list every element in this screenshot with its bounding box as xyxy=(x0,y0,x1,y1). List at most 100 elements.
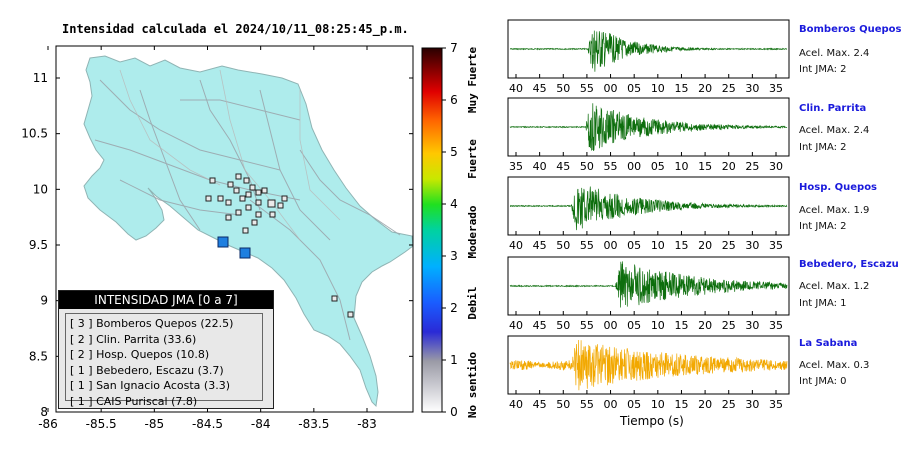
seismogram-tick-label: 35 xyxy=(769,82,783,95)
seismogram-tick-label: 15 xyxy=(674,319,688,332)
seismogram-tick-label: 55 xyxy=(580,398,594,411)
station-name: La Sabana xyxy=(799,338,858,349)
legend-item: [ 3 ] Bomberos Quepos (22.5) xyxy=(70,317,234,330)
station-marker-bomberos-quepos xyxy=(217,236,229,248)
map-y-tick-label: 8 xyxy=(40,405,48,419)
station-name: Bomberos Quepos xyxy=(799,24,902,35)
map-title: Intensidad calculada el 2024/10/11_08:25… xyxy=(62,22,409,36)
map-x-tick-label: -84.5 xyxy=(192,417,223,431)
legend-item: [ 1 ] Bebedero, Escazu (3.7) xyxy=(70,363,224,377)
seismogram-tick-label: 00 xyxy=(604,398,618,411)
seismogram-tick-label: 40 xyxy=(509,319,523,332)
station-acel: Acel. Max. 2.4 xyxy=(799,125,870,136)
seismogram-tick-label: 30 xyxy=(745,82,759,95)
colorbar-tick-label: 0 xyxy=(450,405,458,419)
seismogram-tick-label: 05 xyxy=(627,319,641,332)
map-frame xyxy=(55,45,414,413)
station-int: Int JMA: 2 xyxy=(799,142,847,153)
seismogram-panel: 40 45 50 55 00 05 10 15 20 25 30 35 xyxy=(507,19,790,95)
colorbar-labels: No sentido Debil Moderado Fuerte Muy Fuerte xyxy=(466,47,479,419)
colorbar-tick-label: 7 xyxy=(450,41,458,55)
seismogram-tick-label: 20 xyxy=(698,319,712,332)
seismogram-trace xyxy=(509,103,788,152)
seismogram-tick-label: 10 xyxy=(651,82,665,95)
station-int: Int JMA: 2 xyxy=(799,221,847,232)
seismogram-tick-label: 20 xyxy=(698,82,712,95)
map-x-tick-label: -83 xyxy=(357,417,377,431)
station-acel: Acel. Max. 1.9 xyxy=(799,205,870,216)
intensity-legend: INTENSIDAD JMA [0 a 7] [ 3 ] Bomberos Qu… xyxy=(58,290,274,409)
colorbar-tick-label: 3 xyxy=(450,249,458,263)
station-name: Clin. Parrita xyxy=(799,103,867,114)
station-int: Int JMA: 1 xyxy=(799,298,847,309)
seismogram-tick-label: 05 xyxy=(627,239,641,252)
map-x-tick-label: -85.5 xyxy=(86,417,117,431)
seismogram-tick-label: 20 xyxy=(698,398,712,411)
x-axis-label: Tiempo (s) xyxy=(620,414,684,428)
station-acel: Acel. Max. 1.2 xyxy=(799,281,870,292)
colorbar-ticks: 0 1 2 3 4 5 6 7 xyxy=(442,41,458,419)
colorbar-tick-label: 4 xyxy=(450,197,458,211)
seismogram-panel: 40 45 50 55 00 05 10 15 20 25 30 35 xyxy=(507,335,790,411)
seismogram-tick-label: 50 xyxy=(556,319,570,332)
seismogram-tick-label: 20 xyxy=(698,239,712,252)
seismogram-tick-label: 25 xyxy=(722,398,736,411)
legend-item: [ 1 ] CAIS Puriscal (7.8) xyxy=(70,394,198,408)
seismogram-tick-label: 40 xyxy=(533,160,547,173)
seismogram-tick-label: 50 xyxy=(580,160,594,173)
seismogram-tick-label: 50 xyxy=(556,398,570,411)
station-name: Hosp. Quepos xyxy=(799,182,878,193)
station-marker-hosp-quepos xyxy=(239,247,251,259)
seismogram-tick-label: 10 xyxy=(674,160,688,173)
seismogram-tick-label: 10 xyxy=(651,239,665,252)
seismogram-tick-label: 20 xyxy=(722,160,736,173)
seismogram-tick-label: 45 xyxy=(533,239,547,252)
seismogram-panel: 35 40 45 50 55 00 05 10 15 20 25 30 xyxy=(507,97,790,173)
seismogram-tick-label: 40 xyxy=(509,82,523,95)
map-y-tick-label: 11 xyxy=(33,71,48,85)
seismogram-tick-label: 45 xyxy=(533,82,547,95)
seismogram-trace xyxy=(509,261,788,308)
colorbar-tick-label: 5 xyxy=(450,145,458,159)
map-y-tick-label: 10.5 xyxy=(21,127,48,141)
seismogram-tick-label: 45 xyxy=(533,398,547,411)
seismogram-tick-label: 55 xyxy=(604,160,618,173)
colorbar-tick-label: 2 xyxy=(450,301,458,315)
legend-item: [ 2 ] Hosp. Quepos (10.8) xyxy=(70,348,210,361)
seismogram-tick-label: 40 xyxy=(509,239,523,252)
seismogram-tick-label: 25 xyxy=(722,239,736,252)
seismogram-tick-label: 55 xyxy=(580,239,594,252)
seismogram-tick-label: 55 xyxy=(580,82,594,95)
seismogram-tick-label: 15 xyxy=(674,398,688,411)
seismogram-tick-label: 35 xyxy=(769,319,783,332)
map-x-tick-label: -84 xyxy=(251,417,271,431)
seismogram-tick-label: 35 xyxy=(769,239,783,252)
colorbar-label: Muy Fuerte xyxy=(466,47,479,114)
seismogram-tick-label: 45 xyxy=(533,319,547,332)
seismogram-tick-label: 50 xyxy=(556,239,570,252)
seismogram-tick-label: 50 xyxy=(556,82,570,95)
seismogram-trace xyxy=(509,30,788,72)
seismogram-tick-label: 30 xyxy=(745,398,759,411)
map-y-tick-label: 9 xyxy=(40,294,48,308)
seismogram-tick-label: 15 xyxy=(698,160,712,173)
map-axis-ticks: -86 -85.5 -85 -84.5 -84 -83.5 -83 11 10.5 10 9.5 9 8… xyxy=(21,46,413,431)
seismogram-trace xyxy=(509,186,788,231)
map-x-tick-label: -83.5 xyxy=(298,417,329,431)
seismogram-tick-label: 25 xyxy=(745,160,759,173)
colorbar-label: Fuerte xyxy=(466,139,479,179)
seismogram-panels: 40 45 50 55 00 05 10 15 20 25 30 35 35 40 45 50 55 00 05 10… xyxy=(507,19,790,411)
map-y-tick-label: 10 xyxy=(33,182,48,196)
seismogram-tick-label: 40 xyxy=(509,398,523,411)
seismogram-tick-label: 10 xyxy=(651,398,665,411)
legend-item: [ 1 ] San Ignacio Acosta (3.3) xyxy=(70,379,230,392)
colorbar-tick-label: 1 xyxy=(450,353,458,367)
seismogram-tick-label: 30 xyxy=(745,239,759,252)
map-borders xyxy=(119,69,341,241)
seismogram-tick-label: 05 xyxy=(627,398,641,411)
station-acel: Acel. Max. 0.3 xyxy=(799,360,870,371)
colorbar-tick-label: 6 xyxy=(450,93,458,107)
colorbar-label: Debil xyxy=(466,286,479,319)
map-y-tick-label: 8.5 xyxy=(29,349,48,363)
